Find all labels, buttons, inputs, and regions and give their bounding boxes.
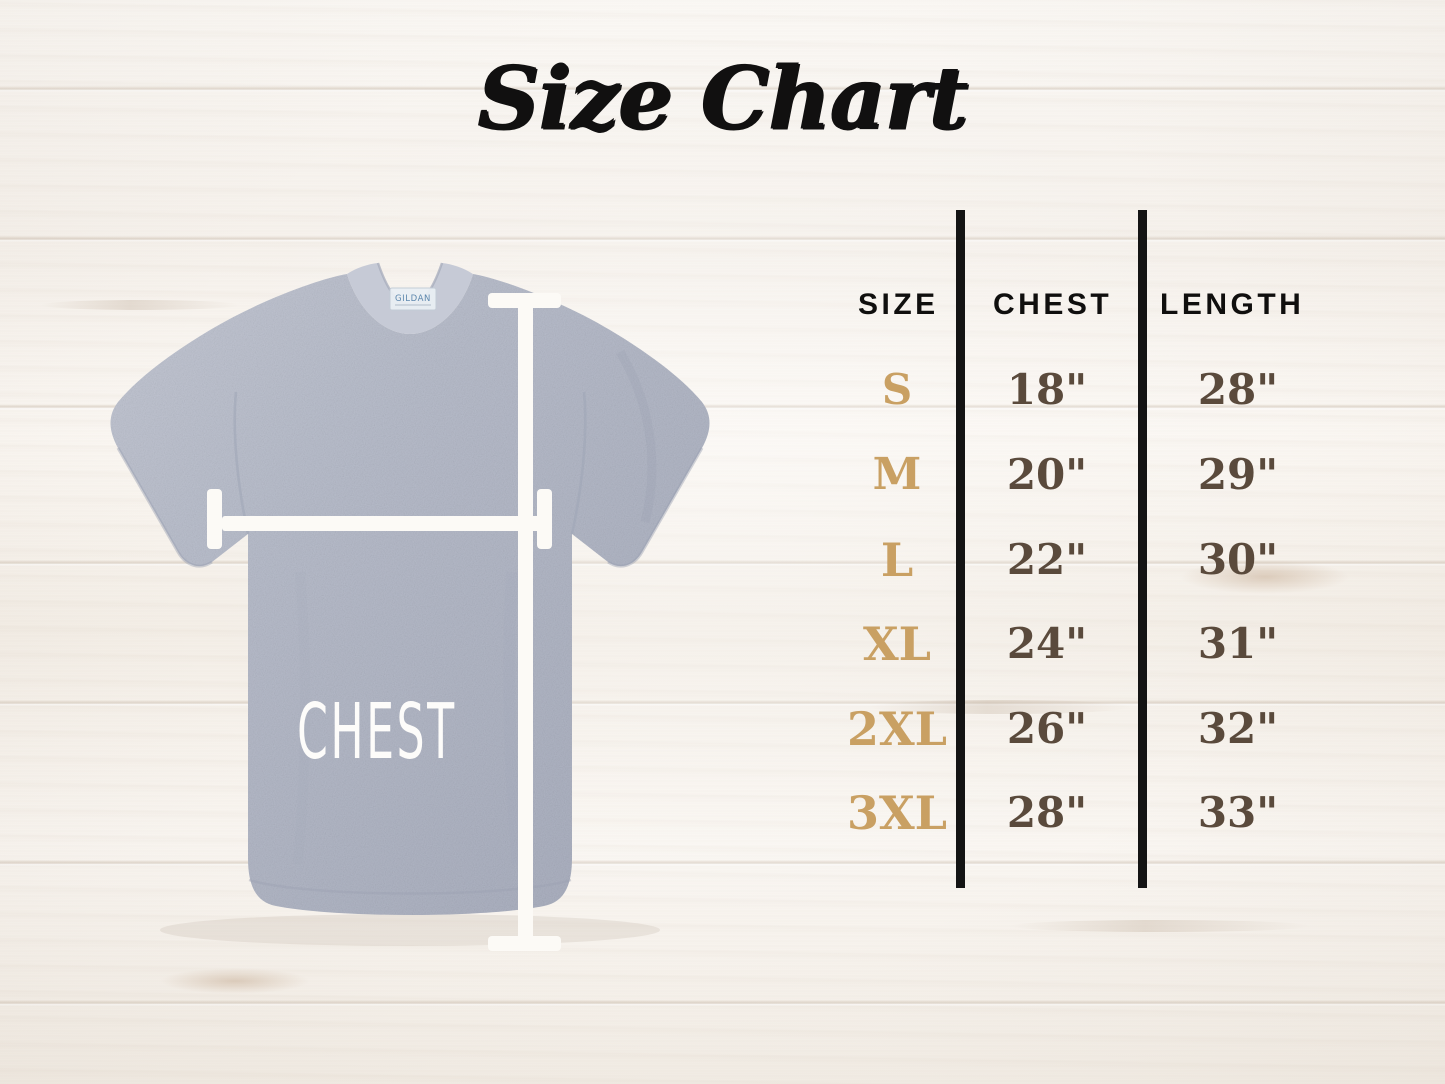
table-row: 2XL 26" 32" — [838, 701, 1338, 757]
plank-seam — [0, 1000, 1445, 1006]
shirt-collar — [347, 263, 473, 334]
length-measure-line — [518, 300, 533, 950]
column-header-chest: CHEST — [993, 288, 1113, 321]
page-title: Size Chart — [477, 48, 968, 149]
cell-size: L — [880, 533, 914, 587]
cell-chest: 26" — [1006, 704, 1088, 753]
wood-knot — [160, 968, 310, 994]
cell-length: 32" — [1197, 704, 1279, 753]
plank-seam — [0, 404, 1445, 410]
right-sleeve-hem — [607, 447, 704, 568]
cell-chest: 20" — [1006, 450, 1088, 499]
cell-chest: 24" — [1006, 619, 1088, 668]
plank-seam — [0, 700, 1445, 706]
chest-measure-line — [222, 516, 552, 531]
fabric-fold — [503, 571, 524, 865]
table-divider-2 — [1138, 210, 1147, 888]
fabric-fold — [616, 349, 657, 524]
right-sleeve-seam — [570, 391, 587, 535]
cell-chest: 28" — [1006, 788, 1088, 837]
length-measure-top-cap — [488, 293, 561, 308]
table-row: XL 24" 31" — [838, 616, 1338, 672]
fabric-fold — [293, 571, 311, 865]
cell-length: 28" — [1197, 365, 1279, 414]
bottom-hem — [248, 878, 572, 895]
table-divider-1 — [956, 210, 965, 888]
column-header-length: LENGTH — [1160, 288, 1305, 321]
shirt-fabric — [110, 274, 710, 915]
cell-length: 33" — [1197, 788, 1279, 837]
chest-measure-right-cap — [537, 489, 552, 549]
shirt-shadow — [160, 914, 660, 946]
cell-size: 3XL — [846, 786, 948, 840]
cell-chest: 18" — [1006, 365, 1088, 414]
size-table: SIZE CHEST LENGTH S 18" 28" M 20" 29" L … — [838, 200, 1338, 900]
column-header-size: SIZE — [858, 288, 939, 321]
length-measure-bottom-cap — [488, 936, 561, 951]
cell-size: 2XL — [846, 702, 948, 756]
plank-seam — [0, 236, 1445, 242]
table-row: 3XL 28" 33" — [838, 785, 1338, 841]
svg-text:GILDAN: GILDAN — [395, 294, 431, 304]
plank-seam — [0, 86, 1445, 92]
wood-scuff — [1010, 920, 1310, 932]
cell-chest: 22" — [1006, 535, 1088, 584]
cell-size: M — [872, 449, 922, 500]
left-sleeve-hem — [116, 447, 213, 568]
cell-size: S — [881, 365, 913, 414]
wood-scuff — [870, 700, 1130, 714]
table-row: L 22" 30" — [838, 532, 1338, 588]
plank-seam — [0, 560, 1445, 566]
wood-scuff — [40, 300, 240, 310]
table-row: M 20" 29" — [838, 447, 1338, 503]
wood-knot — [1180, 560, 1350, 594]
brand-tag: GILDAN — [389, 287, 437, 311]
chest-label: CHEST — [297, 687, 457, 778]
cell-size: XL — [862, 617, 932, 671]
tshirt-illustration: GILDAN CHEST — [60, 252, 760, 952]
table-row: S 18" 28" — [838, 362, 1338, 418]
cell-length: 29" — [1197, 450, 1279, 499]
cell-length: 30" — [1197, 535, 1279, 584]
chest-measure-left-cap — [207, 489, 222, 549]
plank-seam — [0, 860, 1445, 866]
cell-length: 31" — [1197, 619, 1279, 668]
